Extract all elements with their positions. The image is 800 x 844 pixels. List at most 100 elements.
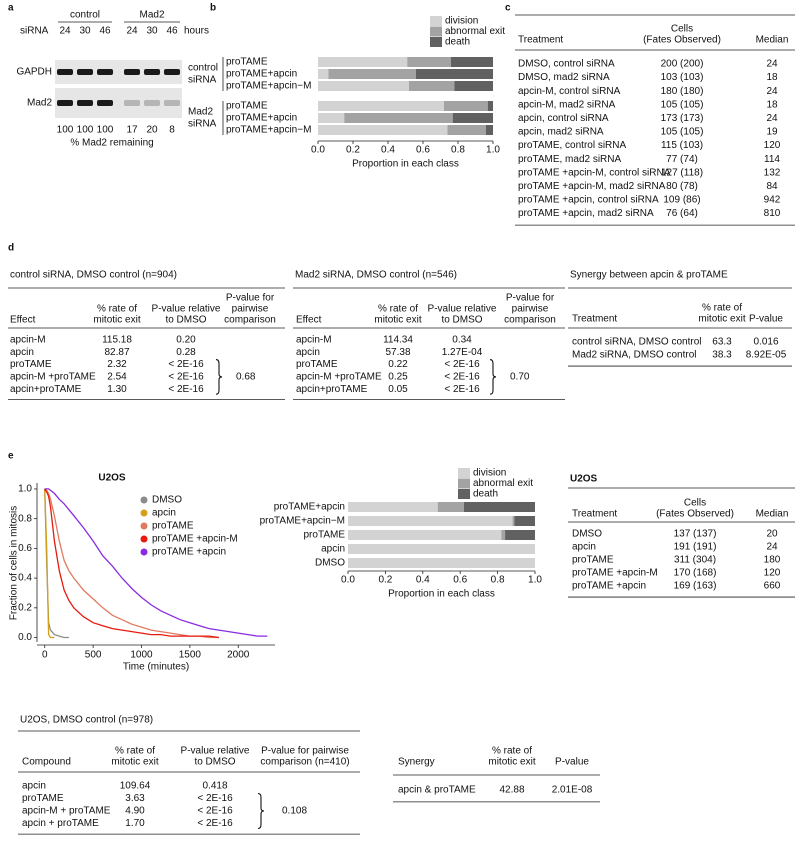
table-cell: < 2E-16 xyxy=(197,806,233,817)
survival-line xyxy=(44,488,219,639)
bar-segment xyxy=(328,69,416,79)
pairwise-value: 0.108 xyxy=(282,806,307,817)
group-label: siRNA xyxy=(188,75,217,86)
column-header: Median xyxy=(756,509,789,520)
bar-segment xyxy=(486,125,493,135)
table-cell: 0.34 xyxy=(452,335,472,346)
y-axis-title: Fraction of cells in mitosis xyxy=(9,506,20,620)
legend-swatch xyxy=(458,468,470,478)
table-cell: proTAME +apcin, control siRNA xyxy=(518,195,659,206)
table-cell: proTAME xyxy=(10,359,52,370)
survival-line xyxy=(44,488,268,637)
panel-label: b xyxy=(210,3,216,14)
column-header: mitotic exit xyxy=(488,757,535,768)
band xyxy=(164,100,180,106)
bar-segment xyxy=(487,101,493,111)
x-tick-label: 0.0 xyxy=(311,145,325,156)
table-cell: < 2E-16 xyxy=(197,793,233,804)
legend-marker xyxy=(140,548,148,556)
y-tick-label: 1.0 xyxy=(18,484,32,495)
table-cell: 114 xyxy=(764,154,780,165)
table-cell: 0.05 xyxy=(388,384,408,395)
table-cell: proTAME xyxy=(22,793,64,804)
x-axis-title: Proportion in each class xyxy=(388,589,495,600)
column-header: % rate of xyxy=(702,303,742,314)
table-cell: 18 xyxy=(766,99,778,110)
column-header: Synergy xyxy=(398,757,435,768)
table-cell: 660 xyxy=(764,581,781,592)
column-header: P-value relative xyxy=(181,746,250,757)
column-header: P-value for xyxy=(506,293,555,304)
table-cell: 1.30 xyxy=(107,384,127,395)
table-title: control siRNA, DMSO control (n=904) xyxy=(10,270,177,281)
table-cell: 19 xyxy=(766,127,778,138)
legend-swatch xyxy=(430,37,442,47)
column-header: Compound xyxy=(22,757,71,768)
table-cell: apcin xyxy=(296,347,320,358)
sirna-label: siRNA xyxy=(20,26,49,37)
y-tick-label: 0.8 xyxy=(18,513,32,524)
x-tick-label: 1500 xyxy=(179,650,202,661)
table-cell: 80 (78) xyxy=(666,181,698,192)
bar-segment xyxy=(512,516,515,526)
category-label: proTAME+apcin−M xyxy=(226,81,311,92)
bar-segment xyxy=(318,81,409,91)
panel-label: a xyxy=(8,3,14,14)
table-cell: 3.63 xyxy=(125,793,145,804)
table-cell: 0.28 xyxy=(176,347,196,358)
table-cell: 24 xyxy=(766,113,778,124)
category-label: proTAME+apcin xyxy=(226,113,297,124)
table-cell: 0.25 xyxy=(388,372,408,383)
x-tick-label: 0.4 xyxy=(381,145,395,156)
band xyxy=(77,69,93,75)
legend-label: death xyxy=(445,37,470,48)
table-cell: apcin-M xyxy=(296,335,332,346)
table-title: Synergy between apcin & proTAME xyxy=(570,270,728,281)
table-cell: 0.016 xyxy=(753,337,778,348)
blot xyxy=(55,88,182,118)
legend-swatch xyxy=(458,489,470,499)
x-tick-label: 0.4 xyxy=(416,575,430,586)
column-header: Effect xyxy=(10,315,36,326)
column-header: to DMSO xyxy=(194,757,235,768)
table-cell: apcin xyxy=(10,347,34,358)
table-cell: control siRNA, DMSO control xyxy=(572,337,701,348)
table-cell: apcin & proTAME xyxy=(398,785,476,796)
table-cell: 76 (64) xyxy=(666,208,698,219)
table-cell: 0.20 xyxy=(176,335,196,346)
panel-label: d xyxy=(8,243,14,254)
bar-segment xyxy=(444,101,488,111)
table-cell: 2.01E-08 xyxy=(552,785,593,796)
column-header: Effect xyxy=(296,315,322,326)
legend-marker xyxy=(140,496,148,504)
column-header: % rate of xyxy=(97,304,137,315)
band xyxy=(124,100,140,106)
band xyxy=(77,100,93,106)
chart-title: U2OS xyxy=(98,473,126,484)
bar-segment xyxy=(348,502,438,512)
column-header: mitotic exit xyxy=(93,315,140,326)
column-header: P-value relative xyxy=(152,304,221,315)
legend-marker xyxy=(140,509,148,517)
table-cell: 57.38 xyxy=(385,347,410,358)
table-cell: < 2E-16 xyxy=(168,384,204,395)
bar-segment xyxy=(318,101,444,111)
table-cell: 42.88 xyxy=(499,785,524,796)
table-cell: 114.34 xyxy=(383,335,413,346)
legend-label: division xyxy=(445,16,478,27)
table-cell: 127 (118) xyxy=(661,167,703,178)
x-tick-label: 0.8 xyxy=(491,575,505,586)
table-title: U2OS xyxy=(570,474,598,485)
table-cell: < 2E-16 xyxy=(168,372,204,383)
x-tick-label: 0.0 xyxy=(341,575,355,586)
x-axis-title: Proportion in each class xyxy=(352,159,459,170)
bar-segment xyxy=(318,113,345,123)
table-cell: proTAME, mad2 siRNA xyxy=(518,154,622,165)
blot-label: Mad2 xyxy=(27,98,52,109)
bar-segment xyxy=(463,502,535,512)
column-header: P-value for pairwise xyxy=(261,746,349,757)
column-header: P-value xyxy=(749,314,783,325)
bar-segment xyxy=(447,125,486,135)
column-header: to DMSO xyxy=(165,315,206,326)
table-cell: 170 (168) xyxy=(674,568,717,579)
